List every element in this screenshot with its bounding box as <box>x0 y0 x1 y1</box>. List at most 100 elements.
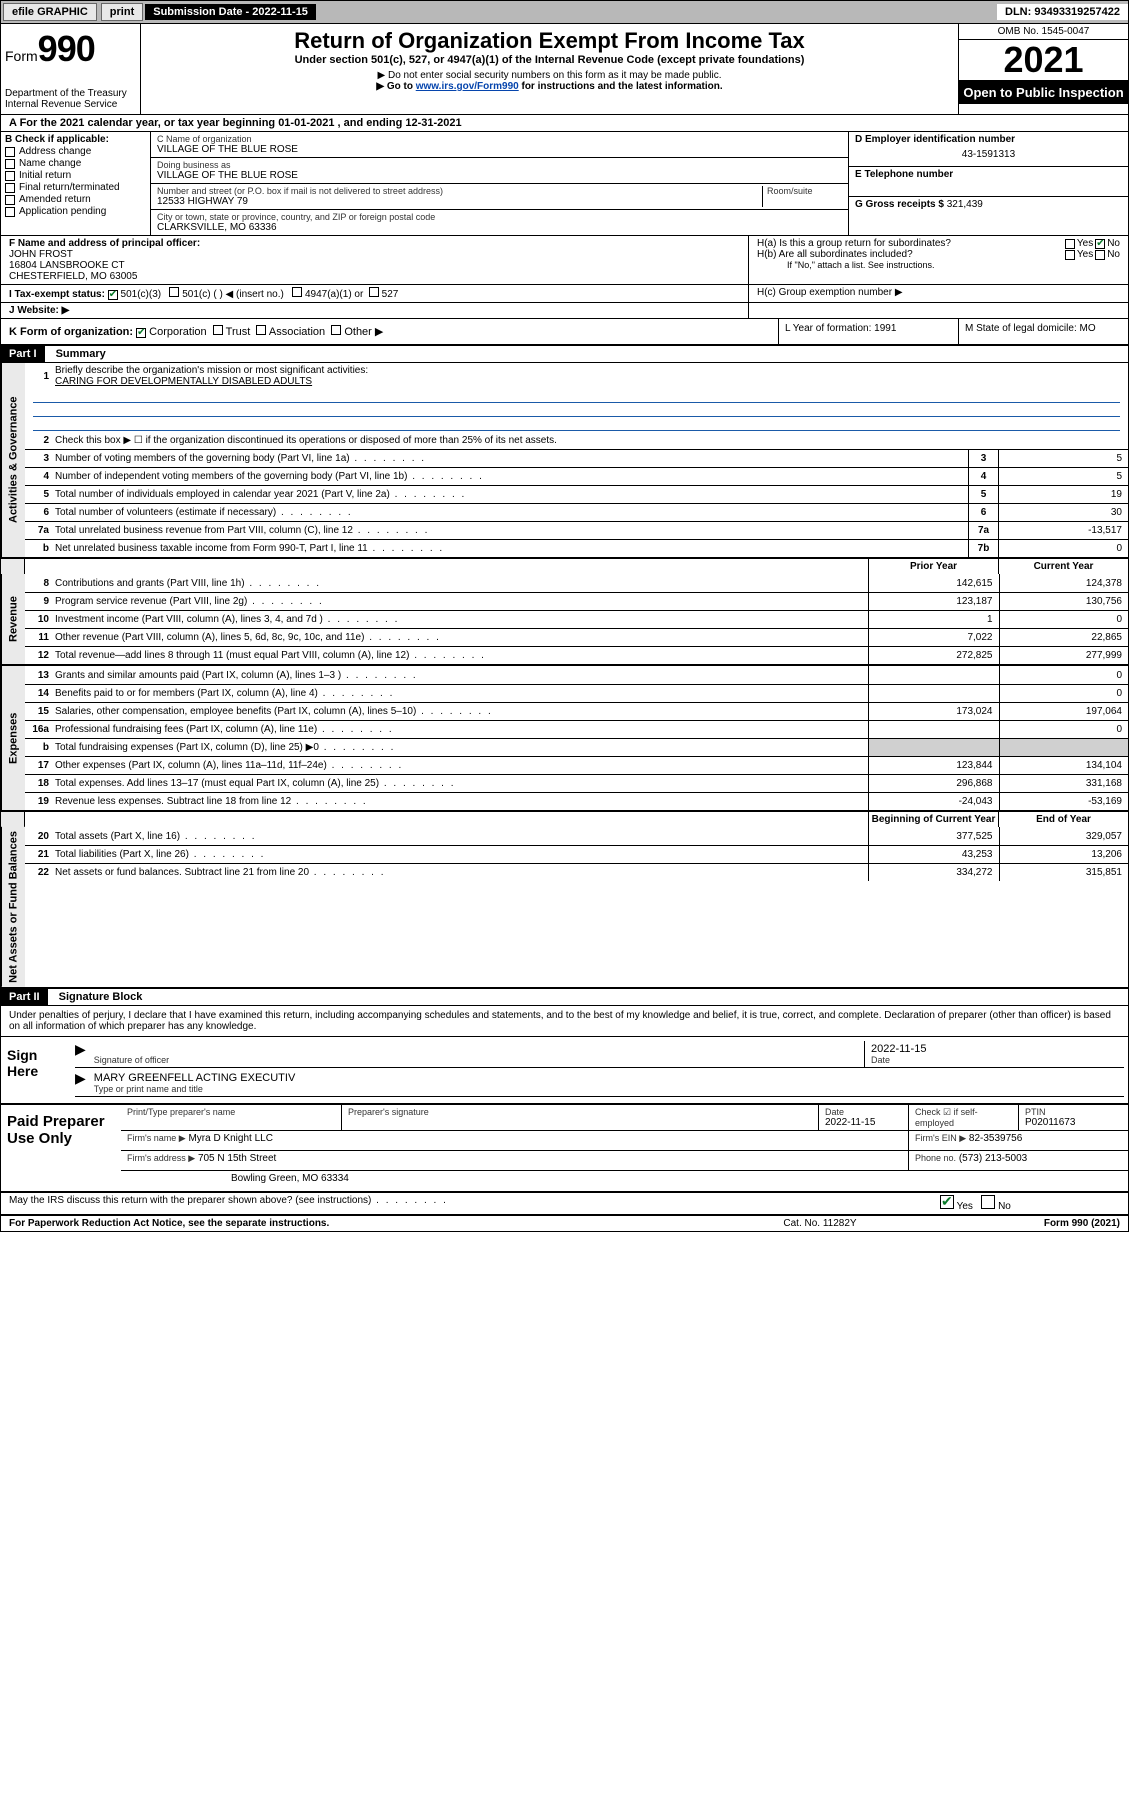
cb-amended[interactable]: Amended return <box>5 194 146 205</box>
officer-name: JOHN FROST <box>9 249 740 260</box>
revenue-section: Revenue 8Contributions and grants (Part … <box>1 574 1128 664</box>
table-row: 20Total assets (Part X, line 16)377,5253… <box>25 827 1128 845</box>
part-2-header-row: Part II Signature Block <box>1 989 1128 1006</box>
open-public: Open to Public Inspection <box>959 81 1128 104</box>
table-row: 17Other expenses (Part IX, column (A), l… <box>25 756 1128 774</box>
table-row: 6Total number of volunteers (estimate if… <box>25 503 1128 521</box>
firm-addr1: 705 N 15th Street <box>198 1153 276 1164</box>
firm-name: Myra D Knight LLC <box>188 1133 272 1144</box>
cb-initial-return[interactable]: Initial return <box>5 170 146 181</box>
tax-period: A For the 2021 calendar year, or tax yea… <box>1 115 1128 132</box>
net-col-headers: Beginning of Current Year End of Year <box>1 810 1128 827</box>
sig-arrow-icon: ▶ <box>75 1070 90 1096</box>
topbar: efile GRAPHIC print Submission Date - 20… <box>1 1 1128 24</box>
cb-other[interactable] <box>331 325 341 335</box>
sig-arrow-icon: ▶ <box>75 1041 90 1067</box>
preparer-date: 2022-11-15 <box>825 1117 902 1128</box>
table-row: 12Total revenue—add lines 8 through 11 (… <box>25 646 1128 664</box>
h-c: H(c) Group exemption number ▶ <box>748 285 1128 302</box>
irs-link[interactable]: www.irs.gov/Form990 <box>416 81 519 92</box>
part-1-header: Part I <box>1 346 45 362</box>
table-row: 14Benefits paid to or for members (Part … <box>25 684 1128 702</box>
table-row: 8Contributions and grants (Part VIII, li… <box>25 574 1128 592</box>
cb-501c[interactable] <box>169 287 179 297</box>
org-name: VILLAGE OF THE BLUE ROSE <box>157 144 842 155</box>
submission-date-label: Submission Date - 2022-11-15 <box>145 4 316 20</box>
may-irs-row: May the IRS discuss this return with the… <box>1 1193 1128 1216</box>
penalty-declaration: Under penalties of perjury, I declare th… <box>1 1006 1128 1037</box>
part-1-header-row: Part I Summary <box>1 346 1128 363</box>
dln-label: DLN: 93493319257422 <box>997 4 1128 20</box>
year-formation: L Year of formation: 1991 <box>778 319 958 344</box>
efile-button[interactable]: efile GRAPHIC <box>3 3 97 21</box>
cb-501c3[interactable] <box>108 290 118 300</box>
h-b-note: If "No," attach a list. See instructions… <box>757 260 1120 270</box>
tax-year: 2021 <box>959 40 1128 81</box>
form-header: Form990 Department of the Treasury Inter… <box>1 24 1128 115</box>
cb-association[interactable] <box>256 325 266 335</box>
table-row: 22Net assets or fund balances. Subtract … <box>25 863 1128 881</box>
table-row: 5Total number of individuals employed in… <box>25 485 1128 503</box>
section-bcdefg: B Check if applicable: Address change Na… <box>1 132 1128 236</box>
gross-receipts: 321,439 <box>947 199 983 210</box>
form-number: Form990 <box>5 28 136 70</box>
sign-here-block: Sign Here ▶ Signature of officer 2022-11… <box>1 1037 1128 1105</box>
net-assets-section: Net Assets or Fund Balances 20Total asse… <box>1 827 1128 989</box>
dba-name: VILLAGE OF THE BLUE ROSE <box>157 170 842 181</box>
cb-may-irs-no[interactable] <box>981 1195 995 1209</box>
form-title: Return of Organization Exempt From Incom… <box>145 28 954 54</box>
paid-preparer-label: Paid Preparer Use Only <box>1 1105 121 1191</box>
h-b: H(b) Are all subordinates included? Yes … <box>757 249 1120 260</box>
table-row: 21Total liabilities (Part X, line 26)43,… <box>25 845 1128 863</box>
table-row: 16aProfessional fundraising fees (Part I… <box>25 720 1128 738</box>
table-row: 19Revenue less expenses. Subtract line 1… <box>25 792 1128 810</box>
cat-number: Cat. No. 11282Y <box>720 1218 920 1229</box>
cb-name-change[interactable]: Name change <box>5 158 146 169</box>
page-footer: For Paperwork Reduction Act Notice, see … <box>1 1216 1128 1231</box>
cb-527[interactable] <box>369 287 379 297</box>
table-row: 3Number of voting members of the governi… <box>25 449 1128 467</box>
row-j: J Website: ▶ <box>1 303 1128 319</box>
cb-corporation[interactable] <box>136 328 146 338</box>
cb-app-pending[interactable]: Application pending <box>5 206 146 217</box>
table-row: 7aTotal unrelated business revenue from … <box>25 521 1128 539</box>
box-b: B Check if applicable: Address change Na… <box>1 132 151 235</box>
table-row: 15Salaries, other compensation, employee… <box>25 702 1128 720</box>
cb-final-return[interactable]: Final return/terminated <box>5 182 146 193</box>
table-row: bTotal fundraising expenses (Part IX, co… <box>25 738 1128 756</box>
addr-block: Number and street (or P.O. box if mail i… <box>151 184 848 210</box>
cb-address-change[interactable]: Address change <box>5 146 146 157</box>
table-row: 13Grants and similar amounts paid (Part … <box>25 666 1128 684</box>
cb-trust[interactable] <box>213 325 223 335</box>
expenses-section: Expenses 13Grants and similar amounts pa… <box>1 664 1128 810</box>
under-section: Under section 501(c), 527, or 4947(a)(1)… <box>145 54 954 66</box>
dept-treasury: Department of the Treasury Internal Reve… <box>5 88 136 110</box>
cb-may-irs-yes[interactable] <box>940 1195 954 1209</box>
officer-addr1: 16804 LANSBROOKE CT <box>9 260 740 271</box>
table-row: 11Other revenue (Part VIII, column (A), … <box>25 628 1128 646</box>
city-state-zip: CLARKSVILLE, MO 63336 <box>157 222 842 233</box>
form-footer: Form 990 (2021) <box>920 1218 1120 1229</box>
part-2-header: Part II <box>1 989 48 1005</box>
cb-4947[interactable] <box>292 287 302 297</box>
h-a: H(a) Is this a group return for subordin… <box>757 238 1120 249</box>
street-address: 12533 HIGHWAY 79 <box>157 196 762 207</box>
box-e: E Telephone number <box>849 167 1128 197</box>
side-expenses: Expenses <box>1 666 25 810</box>
side-governance: Activities & Governance <box>1 363 25 557</box>
no-ssn-note: ▶ Do not enter social security numbers o… <box>145 70 954 81</box>
paperwork-notice: For Paperwork Reduction Act Notice, see … <box>9 1218 720 1229</box>
table-row: 10Investment income (Part VIII, column (… <box>25 610 1128 628</box>
goto-note: ▶ Go to www.irs.gov/Form990 for instruct… <box>145 81 954 92</box>
print-button[interactable]: print <box>101 3 143 21</box>
row-fh: F Name and address of principal officer:… <box>1 236 1128 285</box>
firm-ein: 82-3539756 <box>969 1133 1022 1144</box>
side-revenue: Revenue <box>1 574 25 664</box>
omb-number: OMB No. 1545-0047 <box>959 24 1128 40</box>
part-1-title: Summary <box>48 348 106 360</box>
box-d: D Employer identification number 43-1591… <box>849 132 1128 167</box>
org-name-block: C Name of organization VILLAGE OF THE BL… <box>151 132 848 158</box>
side-net-assets: Net Assets or Fund Balances <box>1 827 25 987</box>
dba-block: Doing business as VILLAGE OF THE BLUE RO… <box>151 158 848 184</box>
mission-text: CARING FOR DEVELOPMENTALLY DISABLED ADUL… <box>55 376 312 387</box>
